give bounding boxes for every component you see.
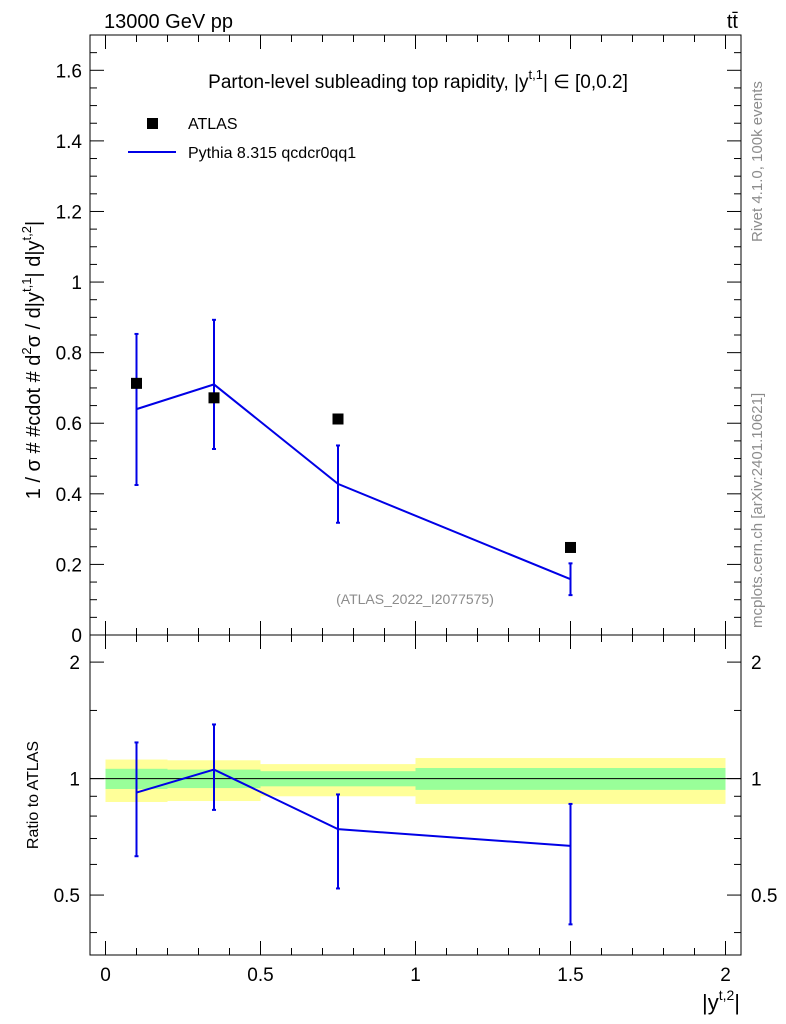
atlas-data-point: [332, 413, 344, 425]
ratio-pythia-line: [136, 768, 571, 847]
x-tick-label: 2: [720, 965, 731, 986]
legend-pythia-label: Pythia 8.315 qcdcr0qq1: [188, 145, 356, 162]
ratio-series-layer: [134, 723, 573, 926]
main-y-tick-label: 1.6: [56, 61, 82, 82]
x-tick-label: 0.5: [247, 965, 273, 986]
main-y-tick-label: 0.4: [56, 485, 83, 506]
pythia-line: [136, 383, 571, 581]
ratio-y-tick-label-right: 0.5: [751, 886, 777, 907]
ratio-uncertainty-bands: [90, 758, 741, 804]
main-y-tick-label: 0.8: [56, 344, 82, 365]
main-y-tick-label: 1: [71, 273, 82, 294]
ratio-y-tick-label: 2: [69, 653, 80, 674]
main-y-tick-label: 1.2: [56, 202, 82, 223]
atlas-data-point: [131, 377, 142, 389]
process-label: tt̄: [727, 11, 739, 33]
ratio-y-tick-label-right: 2: [751, 653, 762, 674]
main-y-tick-label: 0.6: [56, 414, 82, 435]
legend-atlas-marker: [147, 118, 158, 129]
ratio-axis-ticks: 0.5 0.5 1 1 2 2 0 0.5 1 1.5 2: [54, 635, 777, 986]
ratio-y-tick-label: 1: [69, 770, 80, 791]
main-y-tick-label: 1.4: [56, 132, 83, 153]
analysis-watermark: (ATLAS_2022_I2077575): [336, 591, 494, 607]
main-y-tick-label: 0: [71, 626, 82, 647]
x-tick-label: 0: [100, 965, 111, 986]
ratio-y-tick-label: 0.5: [54, 886, 80, 907]
main-series-layer: [131, 318, 576, 597]
atlas-data-point: [208, 392, 220, 404]
main-title: Parton-level subleading top rapidity, |y…: [208, 67, 628, 93]
main-y-axis-ticks: 0 0.2 0.4 0.6 0.8 1 1.2 1.4 1.6: [56, 34, 741, 647]
main-y-axis-label: 1 / σ # #cdot # d2σ / d|yt,1| d|yt,2|: [19, 221, 45, 499]
legend-atlas-label: ATLAS: [188, 116, 238, 133]
x-axis-label: |yt,2|: [702, 987, 740, 1015]
ratio-y-tick-label-right: 1: [751, 770, 762, 791]
ratio-y-axis-label: Ratio to ATLAS: [25, 741, 42, 849]
mcplots-label: mcplots.cern.ch [arXiv:2401.10621]: [749, 393, 766, 628]
atlas-data-point: [565, 541, 576, 553]
x-tick-label: 1.5: [557, 965, 583, 986]
x-tick-label: 1: [410, 965, 421, 986]
main-y-tick-label: 0.2: [56, 555, 82, 576]
energy-label: 13000 GeV pp: [104, 11, 233, 33]
rivet-label: Rivet 4.1.0, 100k events: [749, 81, 766, 242]
